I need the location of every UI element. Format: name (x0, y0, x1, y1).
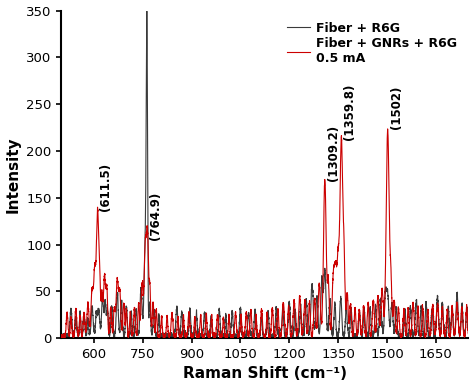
Fiber + R6G (323, 304, 329, 309)
Fiber + GNRs + R6G
0.5 mA (393, 327, 399, 332)
Legend: Fiber + R6G, Fiber + GNRs + R6G
0.5 mA: Fiber + R6G, Fiber + GNRs + R6G 0.5 mA (283, 17, 462, 70)
Text: (611.5): (611.5) (100, 163, 112, 211)
Text: (764.9): (764.9) (149, 192, 163, 240)
Fiber + R6G (58, 332, 64, 337)
Line: Fiber + R6G: Fiber + R6G (61, 11, 468, 338)
Fiber + GNRs + R6G
0.5 mA (362, 328, 368, 333)
X-axis label: Raman Shift (cm⁻¹): Raman Shift (cm⁻¹) (183, 366, 347, 382)
Fiber + R6G (166, 336, 172, 341)
Fiber + R6G (303, 303, 309, 308)
Fiber + R6G (132, 319, 138, 323)
Fiber + R6G (363, 323, 368, 327)
Fiber + R6G (465, 332, 471, 337)
Y-axis label: Intensity: Intensity (6, 136, 20, 213)
Line: Fiber + GNRs + R6G
0.5 mA: Fiber + GNRs + R6G 0.5 mA (61, 129, 468, 338)
Text: (1309.2): (1309.2) (327, 125, 340, 181)
Fiber + GNRs + R6G
0.5 mA (323, 234, 329, 238)
Fiber + R6G (144, 9, 150, 14)
Fiber + GNRs + R6G
0.5 mA (58, 333, 64, 338)
Fiber + GNRs + R6G
0.5 mA (132, 314, 138, 319)
Text: (1502): (1502) (390, 86, 402, 129)
Fiber + GNRs + R6G
0.5 mA (385, 127, 391, 131)
Fiber + R6G (214, 331, 220, 336)
Fiber + GNRs + R6G
0.5 mA (465, 330, 471, 334)
Fiber + GNRs + R6G
0.5 mA (214, 319, 220, 324)
Fiber + R6G (393, 306, 399, 311)
Fiber + GNRs + R6G
0.5 mA (59, 336, 64, 341)
Text: (1359.8): (1359.8) (343, 83, 356, 140)
Fiber + GNRs + R6G
0.5 mA (303, 303, 309, 308)
